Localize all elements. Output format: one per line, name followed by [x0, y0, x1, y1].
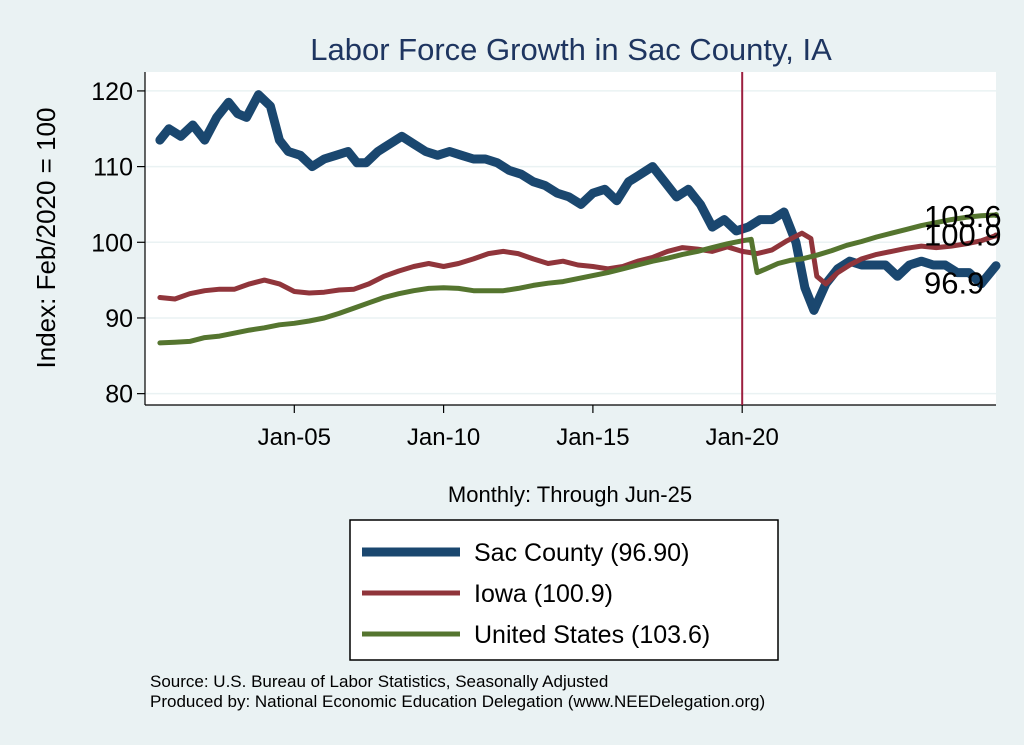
legend-label: United States (103.6)	[474, 621, 710, 649]
series-line-united-states	[157, 212, 999, 346]
y-tick-label: 120	[91, 78, 133, 106]
end-label: 103.6	[924, 199, 1002, 234]
x-tick-label: Jan-15	[556, 424, 629, 451]
end-point-marker	[993, 212, 999, 219]
legend-items: Sac County (96.90) Iowa (100.9) United Sta…	[362, 539, 710, 649]
y-tick-label: 110	[93, 154, 133, 182]
y-axis-label: Index: Feb/2020 = 100	[31, 108, 61, 369]
x-tick-label: Jan-10	[407, 424, 480, 451]
y-tick-label: 90	[105, 305, 133, 333]
end-label: 96.9	[924, 266, 984, 301]
produced-by-line: Produced by: National Economic Education…	[150, 692, 766, 711]
x-tick-label: Jan-05	[258, 424, 331, 451]
end-label: 100.9	[924, 217, 1002, 252]
end-point-marker	[993, 232, 999, 239]
y-tick-label: 80	[105, 381, 133, 409]
series-line-iowa	[157, 230, 999, 302]
series-layer	[155, 72, 1001, 405]
x-tick-label: Jan-20	[705, 424, 778, 451]
source-line: Source: U.S. Bureau of Labor Statistics,…	[150, 672, 609, 691]
end-point-marker	[993, 262, 999, 269]
legend-label: Sac County (96.90)	[474, 539, 689, 567]
axes: 80 90 100 110 120 Jan-05 Jan-10 Jan-15 Jan-20	[91, 72, 996, 451]
source-note: Source: U.S. Bureau of Labor Statistics,…	[150, 672, 765, 712]
legend: Sac County (96.90) Iowa (100.9) United Sta…	[349, 519, 779, 661]
legend-box	[349, 519, 779, 661]
legend-label: Iowa (100.9)	[474, 580, 613, 608]
y-tick-label: 100	[91, 229, 133, 257]
chart-title: Labor Force Growth in Sac County, IA	[310, 32, 832, 67]
x-axis-label: Monthly: Through Jun-25	[448, 482, 692, 507]
plot-area	[145, 72, 996, 405]
series-line-sac-county	[155, 90, 1001, 315]
